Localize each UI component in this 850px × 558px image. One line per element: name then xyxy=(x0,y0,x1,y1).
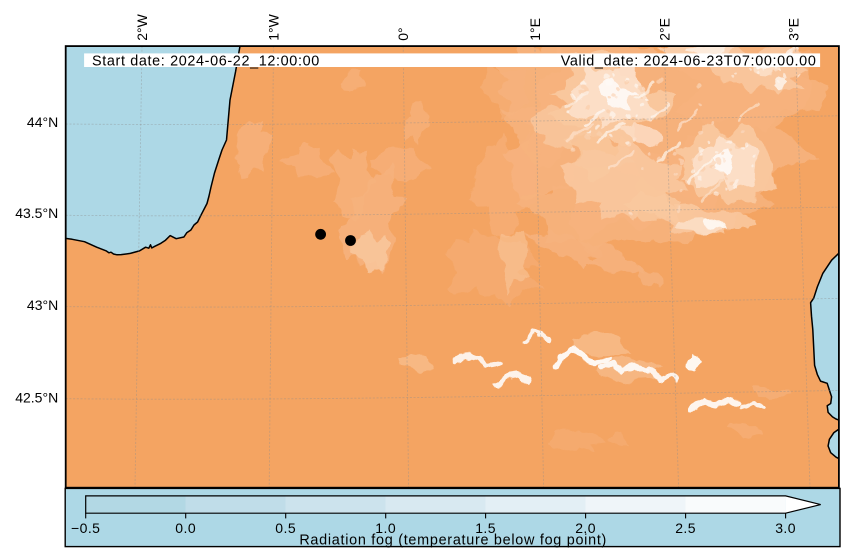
svg-text:1.5: 1.5 xyxy=(475,520,496,536)
svg-text:2.5: 2.5 xyxy=(675,520,696,536)
svg-text:1°E: 1°E xyxy=(527,18,543,41)
svg-text:0°: 0° xyxy=(395,27,411,40)
svg-text:Valid_date: 2024-06-23T07:00:0: Valid_date: 2024-06-23T07:00:00.00 xyxy=(561,54,817,70)
svg-text:3°E: 3°E xyxy=(786,18,802,41)
svg-text:42.5°N: 42.5°N xyxy=(15,389,58,405)
svg-text:44°N: 44°N xyxy=(27,114,58,130)
svg-text:2°W: 2°W xyxy=(134,13,150,40)
svg-text:2°E: 2°E xyxy=(656,18,672,41)
svg-text:−0.5: −0.5 xyxy=(71,520,100,536)
svg-text:0.0: 0.0 xyxy=(175,520,196,536)
svg-text:1.0: 1.0 xyxy=(375,520,396,536)
svg-text:43°N: 43°N xyxy=(27,297,58,313)
svg-text:0.5: 0.5 xyxy=(275,520,296,536)
svg-text:3.0: 3.0 xyxy=(775,520,796,536)
svg-text:1°W: 1°W xyxy=(266,13,282,40)
svg-text:Radiation fog (temperature bel: Radiation fog (temperature below fog poi… xyxy=(299,533,607,549)
svg-text:Start date: 2024-06-22_12:00:0: Start date: 2024-06-22_12:00:00 xyxy=(92,54,320,70)
svg-text:43.5°N: 43.5°N xyxy=(15,205,58,221)
svg-text:2.0: 2.0 xyxy=(575,520,596,536)
